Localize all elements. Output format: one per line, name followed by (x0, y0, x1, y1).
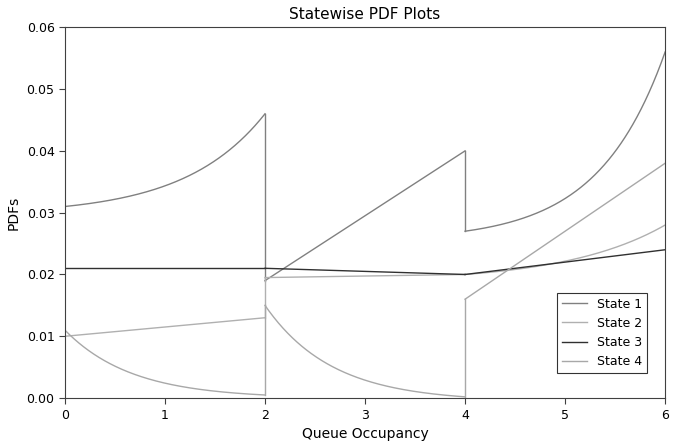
State 1 (229, 144, 237, 149)
State 3 (261, 266, 269, 271)
State 3 (62, 266, 70, 271)
State 4 (179, 384, 187, 389)
State 2 (183, 322, 191, 327)
State 1 (61, 204, 69, 209)
State 1 (242, 132, 250, 138)
State 1 (180, 175, 188, 181)
Y-axis label: PDFs: PDFs (7, 196, 21, 230)
State 1 (62, 204, 70, 209)
Title: Statewise PDF Plots: Statewise PDF Plots (289, 7, 441, 22)
State 2 (242, 317, 250, 322)
State 4 (229, 390, 237, 396)
X-axis label: Queue Occupancy: Queue Occupancy (301, 427, 429, 441)
State 2 (261, 315, 269, 320)
State 4 (61, 327, 69, 333)
State 3 (242, 266, 250, 271)
Line: State 4: State 4 (65, 330, 265, 395)
State 1 (261, 111, 269, 116)
State 4 (62, 328, 70, 333)
State 2 (179, 323, 187, 328)
State 3 (61, 266, 69, 271)
Line: State 2: State 2 (65, 318, 265, 336)
State 2 (62, 333, 70, 339)
State 4 (180, 384, 188, 390)
State 4 (261, 392, 269, 398)
State 2 (180, 323, 188, 328)
Line: State 1: State 1 (65, 114, 265, 207)
State 4 (183, 385, 191, 390)
State 1 (179, 176, 187, 181)
State 3 (180, 266, 188, 271)
Legend: State 1, State 2, State 3, State 4: State 1, State 2, State 3, State 4 (557, 293, 647, 373)
State 2 (229, 318, 237, 323)
State 3 (229, 266, 237, 271)
State 1 (183, 174, 191, 179)
State 2 (61, 334, 69, 339)
State 3 (179, 266, 187, 271)
State 3 (183, 266, 191, 271)
State 4 (242, 391, 250, 396)
